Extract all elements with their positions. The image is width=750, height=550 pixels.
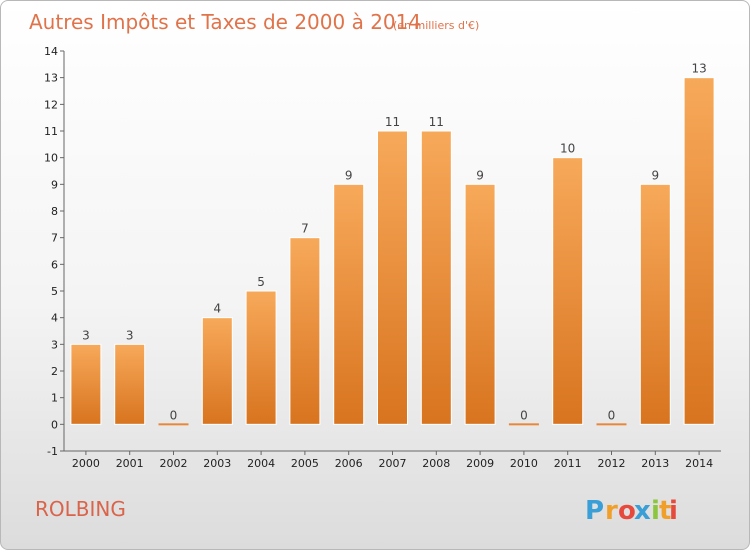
y-tick-label: 6 — [51, 258, 58, 271]
y-tick-label: 2 — [51, 365, 58, 378]
brand-letter: t — [659, 496, 671, 526]
bar — [639, 183, 671, 425]
y-tick-label: 11 — [44, 125, 58, 138]
x-tick-label: 2011 — [554, 457, 582, 470]
value-label: 9 — [476, 168, 484, 182]
bar — [201, 317, 233, 425]
y-tick-label: 12 — [44, 98, 58, 111]
bar — [114, 343, 146, 425]
brand-letter: i — [651, 496, 660, 526]
x-tick-label: 2000 — [72, 457, 100, 470]
x-tick-label: 2010 — [510, 457, 538, 470]
x-tick-label: 2008 — [422, 457, 450, 470]
bar — [464, 183, 496, 425]
x-tick-label: 2014 — [685, 457, 713, 470]
value-label: 0 — [520, 408, 528, 422]
bar — [245, 290, 277, 425]
y-tick-label: 3 — [51, 338, 58, 351]
value-label: 5 — [257, 275, 265, 289]
x-tick-label: 2001 — [116, 457, 144, 470]
brand-letter: x — [634, 496, 651, 526]
unit-label: (en milliers d'€) — [393, 19, 479, 32]
bar — [158, 423, 189, 426]
y-tick-label: 10 — [44, 152, 58, 165]
y-tick-label: 14 — [44, 45, 58, 58]
y-tick-label: 8 — [51, 205, 58, 218]
y-tick-label: 7 — [51, 232, 58, 245]
x-tick-label: 2006 — [335, 457, 363, 470]
y-tick-label: 5 — [51, 285, 58, 298]
bar — [683, 77, 715, 425]
value-label: 3 — [82, 328, 90, 342]
bar — [596, 423, 627, 426]
value-label: 0 — [608, 408, 616, 422]
brand-letter: i — [669, 496, 678, 526]
value-label: 11 — [385, 115, 400, 129]
bar — [420, 130, 452, 425]
x-tick-label: 2005 — [291, 457, 319, 470]
y-tick-label: 13 — [44, 72, 58, 85]
x-tick-label: 2004 — [247, 457, 275, 470]
value-label: 9 — [651, 168, 659, 182]
x-ticks: 2000 2001 2002 2003 2004 2005 2006 2007 2008 2009… — [72, 451, 713, 470]
bar — [289, 237, 321, 425]
y-tick-label: 0 — [51, 418, 58, 431]
chart-title: Autres Impôts et Taxes de 2000 à 2014 — [29, 10, 421, 34]
brand-letter: P — [585, 496, 604, 526]
value-label: 13 — [691, 62, 706, 76]
x-tick-label: 2009 — [466, 457, 494, 470]
brand-letter: r — [605, 496, 618, 526]
y-tick-label: 4 — [51, 312, 58, 325]
x-tick-label: 2013 — [641, 457, 669, 470]
x-tick-label: 2003 — [203, 457, 231, 470]
bar — [70, 343, 102, 425]
bar — [552, 157, 584, 425]
bar — [508, 423, 539, 426]
place-name: ROLBING — [35, 497, 126, 521]
value-label: 11 — [429, 115, 444, 129]
bar — [377, 130, 408, 425]
x-tick-label: 2012 — [598, 457, 626, 470]
y-tick-label: 1 — [51, 392, 58, 405]
bars: 3 3 0 4 5 7 9 11 11 9 0 10 0 9 13 — [70, 62, 715, 426]
value-label: 0 — [170, 408, 178, 422]
brand-letter: o — [618, 496, 636, 526]
value-label: 10 — [560, 142, 575, 156]
value-label: 3 — [126, 328, 134, 342]
y-tick-label: -1 — [47, 445, 58, 458]
value-label: 9 — [345, 168, 353, 182]
bar — [333, 183, 365, 425]
y-tick-label: 9 — [51, 178, 58, 191]
x-tick-label: 2002 — [160, 457, 188, 470]
x-tick-label: 2007 — [379, 457, 407, 470]
value-label: 7 — [301, 222, 309, 236]
value-label: 4 — [213, 302, 221, 316]
